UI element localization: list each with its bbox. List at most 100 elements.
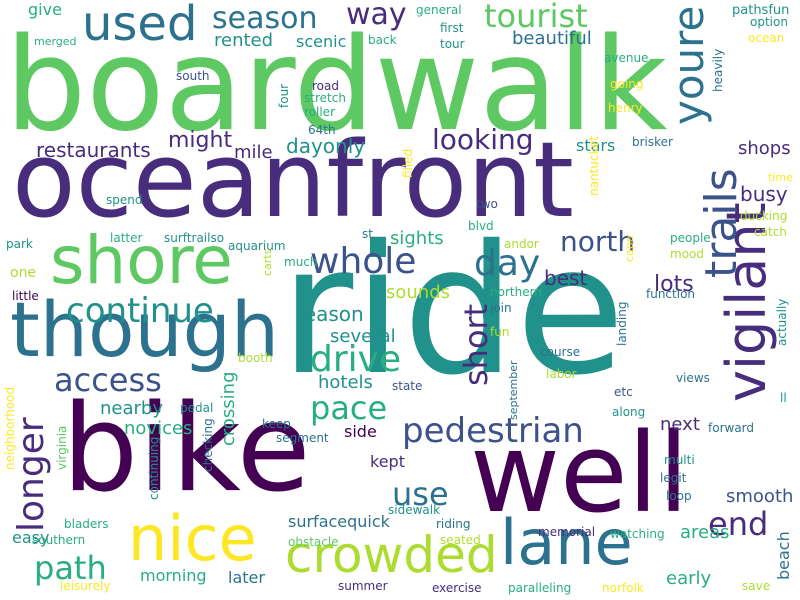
word-along: along [612,405,646,419]
word-labor: labor [546,367,577,381]
word-beautiful: beautiful [512,28,592,49]
word-north: north [560,225,636,258]
word-legit: legit [660,471,687,485]
word-pathsfun: pathsfun [732,3,790,18]
word-people: people [670,231,711,245]
word-function: function [646,287,696,301]
word-pedestrian: pedestrian [402,411,584,451]
word-several: several [330,326,396,347]
word-sidewalk: sidewalk [388,503,441,517]
word-surftrailso: surftrailso [164,231,225,245]
word-bladers: bladers [64,517,109,531]
word-four: four [277,83,291,108]
word-lane: lane [500,506,633,579]
word-shops: shops [738,138,791,159]
word-surfacequick: surfacequick [288,512,390,531]
word-forward: forward [708,421,755,435]
word-multi: multi [664,453,695,467]
word-nantucket: nantucket [587,135,601,196]
word-oceanfront: oceanfront [12,119,574,241]
word-pedal: pedal [180,401,214,415]
word-roller: roller [304,105,335,119]
word-used: used [82,0,198,52]
word-general: general [416,3,462,17]
word-leisurely: leisurely [60,579,111,593]
word-youre: youre [664,5,713,125]
word-64th: 64th [308,123,336,137]
word-though: though [10,285,280,374]
word-areas: areas [680,522,730,543]
word-first: first [440,21,464,35]
word-crowded: crowded [285,526,498,584]
word-keep: keep [262,417,291,431]
word-norfolk: norfolk [602,581,644,595]
word-merged: merged [34,35,77,48]
word-andor: andor [504,237,539,251]
word-seated: seated [440,533,481,547]
word-south: south [176,69,210,83]
word-early: early [666,568,712,589]
word-virginia: virginia [55,425,69,470]
word-give: give [28,0,62,19]
word-kept: kept [370,452,405,471]
word-brisker: brisker [632,135,673,149]
word-easy: easy [12,528,50,547]
word-side: side [344,422,377,441]
word-watching: watching [610,527,665,541]
word-stars: stars [576,136,616,155]
word-memorial: memorial [538,525,596,539]
word-northern: northern [490,285,542,299]
word-might: might [168,128,233,153]
word-save: save [742,579,771,593]
word-little: little [12,289,39,303]
word-join: join [490,301,512,315]
word-stretch: stretch [304,91,346,105]
word-state: state [392,379,423,393]
word-well: well [470,409,689,537]
word-going: going [610,77,644,91]
word-neighborhood: neighborhood [3,386,17,470]
word-tour: tour [440,37,465,51]
word-cape: cape [623,235,636,262]
word-fun: fun [490,325,510,339]
word-drive: drive [310,339,402,380]
word-landing: landing [615,301,629,346]
word-hotels: hotels [318,372,373,393]
word-restaurants: restaurants [36,138,151,162]
word-bike: bike [62,380,311,519]
word-riding: riding [436,517,471,531]
word-paralleling: paralleling [508,581,572,595]
word-summer: summer [338,579,388,593]
word-st: st [362,227,373,241]
word-back: back [368,33,397,47]
word-ocean: ocean [748,31,785,45]
word-september: september [507,360,520,420]
word-dayonly: dayonly [286,134,366,158]
word-reason: reason [296,302,364,326]
word-best: best [544,266,588,290]
word-filled: filled [401,148,415,178]
word-morning: morning [140,566,207,585]
word-actually: actually [775,298,789,346]
word-loop: loop [666,489,692,503]
word-road: road [312,79,339,93]
word-rented: rented [214,30,274,51]
word-use: use [392,475,449,513]
word-latter: latter [110,231,143,245]
word-avenue: avenue [604,51,649,65]
word-checking: checking [201,418,215,472]
word-southern: southern [32,533,86,547]
word-views: views [676,371,710,385]
word-longer: longer [11,417,52,532]
word-blvd: blvd [468,219,494,233]
word-boardwalk: boardwalk [5,11,668,160]
word-later: later [228,568,265,587]
word-mood: mood [670,247,704,261]
word-segment: segment [276,431,329,445]
word-option: option [750,15,788,29]
word-short: short [457,303,495,386]
word-booth: booth [238,351,273,365]
word-course: course [540,345,581,359]
word-catch: catch [754,225,787,239]
